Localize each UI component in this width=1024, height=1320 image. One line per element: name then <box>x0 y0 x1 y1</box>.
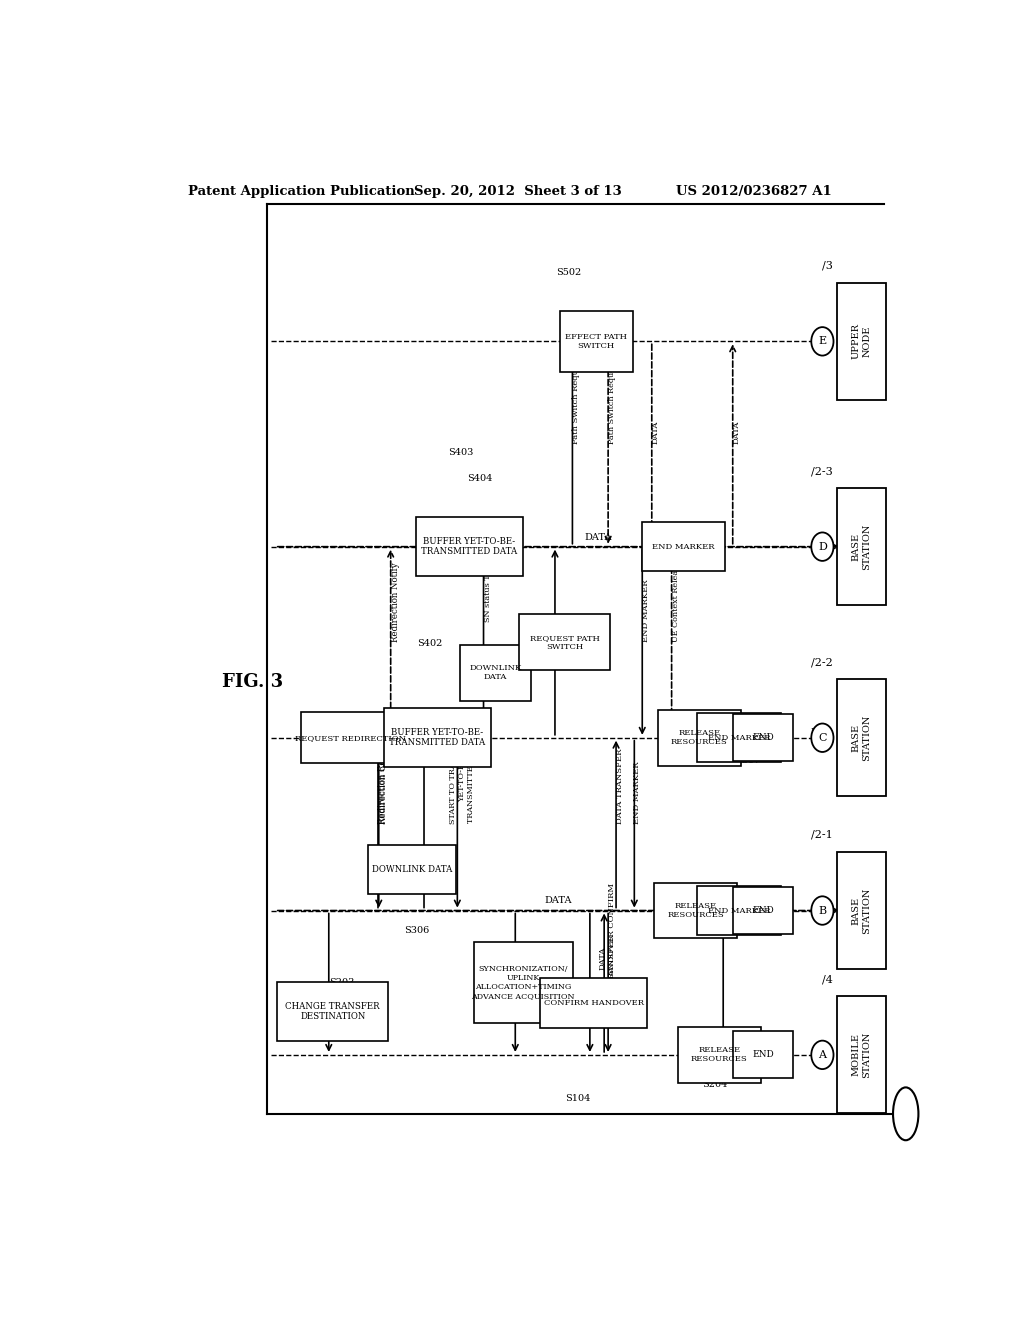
Text: RELEASE
RESOURCES: RELEASE RESOURCES <box>691 1047 748 1064</box>
Text: S404: S404 <box>467 474 493 483</box>
Text: SN status Transfer: SN status Transfer <box>484 545 493 622</box>
FancyBboxPatch shape <box>733 1031 793 1078</box>
Text: START TO TRANSFER
YET-TO-BE-
TRANSMITTED DATA: START TO TRANSFER YET-TO-BE- TRANSMITTED… <box>450 733 475 824</box>
FancyBboxPatch shape <box>519 614 610 671</box>
Text: END: END <box>752 733 774 742</box>
Text: END MARKER: END MARKER <box>652 543 715 550</box>
FancyBboxPatch shape <box>733 714 793 762</box>
FancyBboxPatch shape <box>657 710 741 766</box>
Text: DATA: DATA <box>545 896 572 906</box>
Text: Path Switch Request Ack: Path Switch Request Ack <box>608 342 616 444</box>
Text: C: C <box>818 733 826 743</box>
FancyBboxPatch shape <box>560 312 633 372</box>
Text: B: B <box>818 906 826 916</box>
Circle shape <box>811 896 834 925</box>
Text: D: D <box>818 541 826 552</box>
Text: END MARKER: END MARKER <box>708 734 770 742</box>
Text: Patent Application Publication: Patent Application Publication <box>187 185 415 198</box>
Text: Sep. 20, 2012  Sheet 3 of 13: Sep. 20, 2012 Sheet 3 of 13 <box>414 185 622 198</box>
Text: BUFFER YET-TO-BE-
TRANSMITTED DATA: BUFFER YET-TO-BE- TRANSMITTED DATA <box>421 537 517 556</box>
Text: S307: S307 <box>735 756 761 766</box>
Circle shape <box>811 1040 834 1069</box>
Text: S403: S403 <box>449 449 474 457</box>
Text: BASE
STATION: BASE STATION <box>851 524 871 570</box>
Text: DATA: DATA <box>733 421 740 444</box>
FancyBboxPatch shape <box>474 942 572 1023</box>
Circle shape <box>811 327 834 355</box>
Text: Redirection Notify: Redirection Notify <box>391 562 400 643</box>
Text: BUFFER YET-TO-BE-
TRANSMITTED DATA: BUFFER YET-TO-BE- TRANSMITTED DATA <box>389 729 485 747</box>
FancyBboxPatch shape <box>697 886 780 935</box>
Text: BASE
STATION: BASE STATION <box>851 887 871 933</box>
Ellipse shape <box>893 1088 919 1140</box>
Text: FIG. 3: FIG. 3 <box>221 673 283 690</box>
Text: DOWNLINK
DATA: DOWNLINK DATA <box>469 664 521 681</box>
Text: Redirection Confirm: Redirection Confirm <box>379 737 388 824</box>
Text: DATA TRANSFER: DATA TRANSFER <box>616 748 624 824</box>
FancyBboxPatch shape <box>678 1027 761 1082</box>
Text: /4: /4 <box>822 974 833 985</box>
FancyBboxPatch shape <box>460 644 531 701</box>
Text: RELEASE
RESOURCES: RELEASE RESOURCES <box>671 729 728 746</box>
FancyBboxPatch shape <box>369 846 456 894</box>
FancyBboxPatch shape <box>384 709 492 767</box>
FancyBboxPatch shape <box>837 853 886 969</box>
Text: DOWNLINK DATA: DOWNLINK DATA <box>372 866 453 874</box>
Text: Redirection Request: Redirection Request <box>378 735 387 824</box>
Text: S305: S305 <box>349 717 375 726</box>
Text: S306: S306 <box>404 925 429 935</box>
Text: END MARKER: END MARKER <box>642 579 650 643</box>
Circle shape <box>811 532 834 561</box>
Text: END: END <box>752 1051 774 1060</box>
Text: CHANGE TRANSFER
DESTINATION: CHANGE TRANSFER DESTINATION <box>286 1002 380 1022</box>
Circle shape <box>811 723 834 752</box>
Text: RELEASE
RESOURCES: RELEASE RESOURCES <box>667 902 724 919</box>
Text: DATA: DATA <box>651 421 659 444</box>
Text: E: E <box>818 337 826 346</box>
Text: S402: S402 <box>417 639 442 648</box>
Text: UPPER
NODE: UPPER NODE <box>851 323 871 359</box>
FancyBboxPatch shape <box>837 680 886 796</box>
FancyBboxPatch shape <box>541 978 647 1028</box>
Text: REQUEST REDIRECTION: REQUEST REDIRECTION <box>295 734 406 742</box>
Text: END: END <box>752 906 774 915</box>
Text: /2-1: /2-1 <box>811 830 833 840</box>
Text: EFFECT PATH
SWITCH: EFFECT PATH SWITCH <box>565 333 628 350</box>
FancyBboxPatch shape <box>301 713 399 763</box>
Text: HANDOVER CONFIRM: HANDOVER CONFIRM <box>608 883 616 982</box>
Text: END MARKER: END MARKER <box>634 762 641 824</box>
Text: A: A <box>818 1049 826 1060</box>
FancyBboxPatch shape <box>837 488 886 605</box>
Text: /3: /3 <box>822 261 833 271</box>
Text: END: END <box>811 729 833 737</box>
Text: REQUEST PATH
SWITCH: REQUEST PATH SWITCH <box>529 634 599 651</box>
Text: /2-2: /2-2 <box>811 657 833 667</box>
FancyBboxPatch shape <box>837 997 886 1113</box>
Text: S502: S502 <box>556 268 581 277</box>
FancyBboxPatch shape <box>653 883 737 939</box>
Text: CONFIRM HANDOVER: CONFIRM HANDOVER <box>544 999 644 1007</box>
Text: END MARKER: END MARKER <box>708 907 770 915</box>
FancyBboxPatch shape <box>733 887 793 935</box>
Text: /2-3: /2-3 <box>811 466 833 477</box>
Text: S204: S204 <box>702 1080 728 1089</box>
FancyBboxPatch shape <box>642 523 725 572</box>
FancyBboxPatch shape <box>416 517 523 576</box>
Text: DATA
TRANSFER: DATA TRANSFER <box>599 933 615 982</box>
Text: SYNCHRONIZATION/
UPLINK
ALLOCATION+TIMING
ADVANCE ACQUISITION: SYNCHRONIZATION/ UPLINK ALLOCATION+TIMIN… <box>471 965 574 1001</box>
Text: Path Switch Request: Path Switch Request <box>572 356 581 444</box>
FancyBboxPatch shape <box>837 282 886 400</box>
Text: S104: S104 <box>565 1093 591 1102</box>
Text: S203: S203 <box>329 978 354 987</box>
Text: US 2012/0236827 A1: US 2012/0236827 A1 <box>676 185 831 198</box>
Text: MOBILE
STATION: MOBILE STATION <box>851 1032 871 1078</box>
Text: BASE
STATION: BASE STATION <box>851 714 871 760</box>
FancyBboxPatch shape <box>278 982 388 1041</box>
FancyBboxPatch shape <box>697 713 780 762</box>
Text: DATA: DATA <box>585 532 612 541</box>
Text: UE Context Release: UE Context Release <box>672 561 680 643</box>
